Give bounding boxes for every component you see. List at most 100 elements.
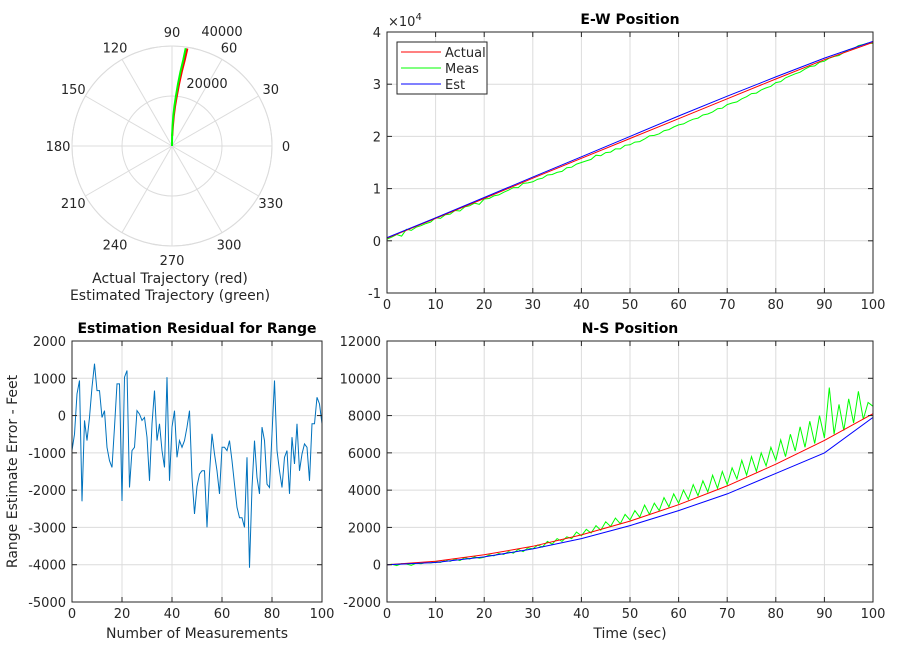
- x-tick-label: 30: [525, 298, 542, 313]
- y-tick-label: -3000: [28, 521, 66, 536]
- x-tick-label: 20: [476, 607, 493, 622]
- polar-spoke: [171, 59, 223, 147]
- theta-tick-label: 270: [160, 254, 185, 269]
- y-exponent-power: 4: [415, 12, 421, 23]
- x-axis-label: Number of Measurements: [106, 626, 288, 642]
- polar-caption-line: Estimated Trajectory (green): [70, 288, 270, 304]
- x-tick-label: 70: [719, 298, 736, 313]
- x-tick-label: 100: [861, 607, 886, 622]
- x-tick-label: 40: [573, 607, 590, 622]
- chart-title: Estimation Residual for Range: [77, 321, 316, 337]
- x-tick-label: 60: [670, 607, 687, 622]
- x-tick-label: 20: [476, 298, 493, 313]
- polar-spoke: [121, 59, 173, 147]
- x-axis-label: Time (sec): [592, 626, 666, 642]
- theta-tick-label: 300: [217, 239, 242, 254]
- x-tick-label: 0: [68, 607, 76, 622]
- theta-tick-label: 60: [221, 41, 238, 56]
- legend-label-est: Est: [445, 78, 465, 93]
- polar-spoke: [171, 145, 223, 233]
- y-tick-label: 0: [58, 410, 66, 425]
- y-tick-label: 6000: [348, 447, 381, 462]
- y-tick-label: 10000: [340, 372, 381, 387]
- y-tick-label: -1000: [28, 447, 66, 462]
- polar-spoke: [171, 145, 259, 197]
- x-tick-label: 40: [573, 298, 590, 313]
- x-tick-label: 100: [861, 298, 886, 313]
- theta-tick-label: 210: [61, 197, 86, 212]
- polar-trajectory-plot: 0 30 60 90 120 150 180 210 240 270 300 330 20000 4000…: [46, 25, 291, 304]
- y-tick-label: 12000: [340, 335, 381, 350]
- legend-label-meas: Meas: [445, 62, 479, 77]
- theta-tick-label: 30: [262, 83, 279, 98]
- chart-title: N-S Position: [582, 321, 679, 337]
- polar-spoke: [85, 145, 173, 197]
- x-tick-label: 90: [816, 298, 833, 313]
- y-tick-label: -2000: [28, 484, 66, 499]
- y-tick-label: 1000: [33, 372, 66, 387]
- x-tick-label: 30: [525, 607, 542, 622]
- y-axis-label: Range Estimate Error - Feet: [5, 374, 21, 568]
- y-tick-label: 4: [373, 26, 381, 41]
- axes-frame: [71, 340, 323, 603]
- trajectory-estimated: [171, 47, 187, 147]
- y-tick-label: 0: [373, 559, 381, 574]
- x-tick-label: 60: [670, 298, 687, 313]
- x-tick-label: 80: [264, 607, 281, 622]
- series-line-meas: [387, 42, 873, 240]
- theta-tick-label: 0: [282, 140, 290, 155]
- polar-caption-line: Actual Trajectory (red): [92, 271, 248, 287]
- x-tick-label: 50: [622, 607, 639, 622]
- r-tick-label: 20000: [186, 77, 227, 92]
- series-line-est: [387, 416, 873, 566]
- theta-tick-label: 90: [164, 26, 181, 41]
- theta-tick-label: 150: [61, 83, 86, 98]
- y-tick-label: 2000: [348, 521, 381, 536]
- y-tick-label: -4000: [28, 559, 66, 574]
- x-tick-label: 80: [768, 607, 785, 622]
- x-tick-label: 90: [816, 607, 833, 622]
- y-tick-label: 1: [373, 183, 381, 198]
- series-line-actual: [387, 41, 873, 239]
- y-tick-label: 2000: [33, 335, 66, 350]
- y-tick-label: -5000: [28, 596, 66, 611]
- ns-position-plot: 0 10 20 30 40 50 60 70 80 90 100-20000200040006000…: [340, 321, 886, 642]
- x-tick-label: 0: [383, 607, 391, 622]
- y-tick-label: -2000: [343, 596, 381, 611]
- theta-tick-label: 330: [258, 197, 283, 212]
- x-tick-label: 10: [427, 607, 444, 622]
- theta-tick-label: 180: [46, 140, 71, 155]
- y-tick-label: 8000: [348, 410, 381, 425]
- x-tick-label: 70: [719, 607, 736, 622]
- polar-spoke: [85, 95, 173, 147]
- y-tick-label: 3: [373, 78, 381, 93]
- x-tick-label: 60: [214, 607, 231, 622]
- x-tick-label: 10: [427, 298, 444, 313]
- x-tick-label: 80: [768, 298, 785, 313]
- x-tick-label: 20: [114, 607, 131, 622]
- range-residual-plot: 0 20 40 60 80 100 -5000 -4000 -3000 -2000 -1000 0 10…: [5, 321, 334, 642]
- polar-spoke: [121, 145, 173, 233]
- y-tick-label: -1: [368, 287, 381, 302]
- y-exponent-label: ×104: [388, 12, 422, 30]
- y-tick-label: 2: [373, 130, 381, 145]
- r-tick-label: 40000: [201, 25, 242, 40]
- polar-spoke: [171, 95, 259, 147]
- x-tick-label: 40: [164, 607, 181, 622]
- theta-tick-label: 120: [103, 41, 128, 56]
- series-line-residual: [72, 363, 322, 568]
- chart-title: E-W Position: [580, 12, 679, 28]
- y-tick-label: 0: [373, 235, 381, 250]
- plot-area: [72, 341, 322, 602]
- y-tick-label: 4000: [348, 484, 381, 499]
- x-tick-label: 0: [383, 298, 391, 313]
- x-tick-label: 50: [622, 298, 639, 313]
- x-tick-label: 100: [310, 607, 335, 622]
- series-line-actual: [387, 413, 873, 566]
- legend-label-actual: Actual: [445, 46, 486, 61]
- series-line-est: [387, 40, 873, 239]
- theta-tick-label: 240: [103, 239, 128, 254]
